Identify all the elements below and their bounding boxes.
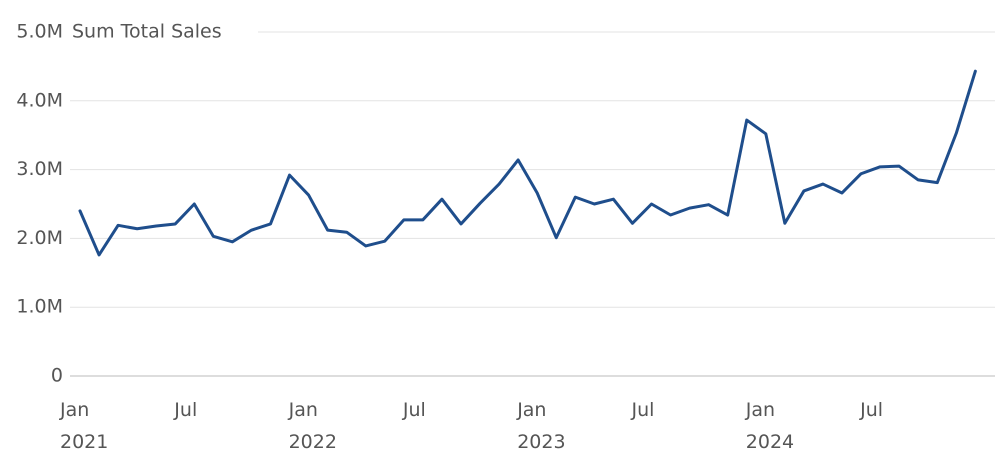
y-tick-label: 3.0M — [16, 158, 63, 180]
x-tick-label: Jan 2023 — [517, 399, 566, 453]
x-tick-label: Jul — [402, 399, 426, 421]
line-series — [78, 69, 977, 257]
x-tick-label: Jan 2021 — [60, 399, 109, 453]
x-tick-label: Jan 2024 — [745, 399, 795, 453]
y-tick-label: 0 — [51, 365, 63, 387]
y-tick-label: 4.0M — [16, 89, 63, 111]
x-tick-label: Jul — [860, 399, 884, 421]
y-axis-title: Sum Total Sales — [72, 21, 222, 43]
y-tick-label: 2.0M — [16, 227, 63, 249]
y-tick-label: 5.0M — [16, 21, 63, 43]
y-tick-label: 1.0M — [16, 296, 63, 318]
x-tick-label: Jul — [174, 399, 198, 421]
x-tick-label: Jul — [631, 399, 655, 421]
x-tick-label: Jan 2022 — [288, 399, 337, 453]
